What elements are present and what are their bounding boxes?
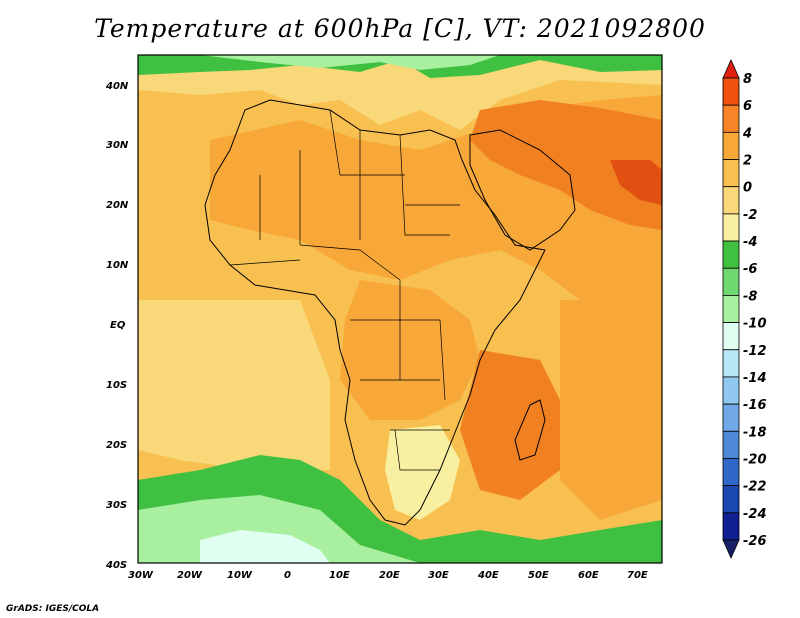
- colorbar-label: 0: [743, 181, 752, 196]
- field-east-coast: [460, 350, 560, 500]
- colorbar-label: -6: [743, 262, 757, 277]
- country-borders: [229, 109, 460, 471]
- map-title: Temperature at 600hPa [C], VT: 202109280…: [94, 14, 706, 43]
- colorbar-swatch: [722, 376, 740, 405]
- colorbar-label: -24: [743, 507, 767, 522]
- lat-axis: 40N 30N 20N 10N EQ 10S 20S 30S 40S: [105, 81, 129, 571]
- lat-label: 30N: [106, 140, 129, 151]
- colorbar-swatch: [722, 349, 740, 378]
- lon-label: 20E: [379, 570, 400, 581]
- colorbar-swatch: [722, 77, 740, 106]
- colorbar-swatch: [722, 267, 740, 296]
- colorbar-swatch: [722, 512, 740, 541]
- colorbar-label: 2: [743, 154, 752, 169]
- colorbar-swatch: [722, 213, 740, 242]
- lat-label: 10S: [106, 380, 127, 391]
- colorbar-label: 6: [743, 99, 752, 114]
- lon-label: 20W: [177, 570, 203, 581]
- credit-label: GrADS: IGES/COLA: [6, 604, 100, 614]
- colorbar-swatch: [722, 186, 740, 215]
- colorbar-label: -26: [743, 534, 767, 549]
- lat-label: 30S: [106, 500, 127, 511]
- colorbar-label: -18: [743, 425, 767, 440]
- lon-label: 30W: [128, 570, 154, 581]
- lon-label: 0: [284, 570, 291, 581]
- field-north-lightgreen: [200, 55, 500, 70]
- colorbar-swatch: [722, 485, 740, 514]
- colorbar-swatch: [722, 403, 740, 432]
- colorbar-top-arrow: [722, 59, 740, 79]
- arabia-coastline: [469, 129, 576, 251]
- colorbar-swatch: [722, 131, 740, 160]
- lat-label: EQ: [110, 320, 126, 331]
- map-frame: [137, 54, 663, 564]
- colorbar-swatch: [722, 240, 740, 269]
- colorbar-label: -14: [743, 371, 767, 386]
- colorbar-bottom-arrow: [722, 539, 740, 559]
- lon-label: 50E: [528, 570, 549, 581]
- lon-label: 10E: [329, 570, 350, 581]
- colorbar-label: -20: [743, 452, 767, 467]
- colorbar-swatch: [722, 159, 740, 188]
- madagascar-coastline: [514, 399, 546, 461]
- colorbar-label: 8: [743, 72, 752, 87]
- colorbar-swatch: [722, 430, 740, 459]
- field-central-africa: [340, 280, 480, 420]
- colorbar-label: 4: [742, 126, 752, 141]
- colorbar-label: -22: [743, 480, 767, 495]
- lon-label: 40E: [477, 570, 499, 581]
- colorbar-label: -2: [743, 208, 757, 223]
- colorbar-label: -12: [743, 344, 767, 359]
- colorbar-swatch: [722, 458, 740, 487]
- colorbar-label: -10: [743, 317, 767, 332]
- lon-label: 10W: [227, 570, 253, 581]
- colorbar: 8 6 4 2 0 -2 -4 -6 -8 -10 -12 -14 -16 -18 -20 -22 -24 -26: [722, 59, 767, 559]
- lat-label: 10N: [106, 260, 129, 271]
- field-indian-ocean: [560, 300, 662, 520]
- lon-label: 60E: [578, 570, 599, 581]
- lon-label: 70E: [627, 570, 648, 581]
- colorbar-label: -4: [743, 235, 757, 250]
- colorbar-label: -16: [743, 398, 767, 413]
- lon-axis: 30W 20W 10W 0 10E 20E 30E 40E 50E 60E 70…: [128, 570, 648, 581]
- field-atlantic-mild: [138, 300, 330, 470]
- colorbar-swatch: [722, 104, 740, 133]
- colorbar-swatch: [722, 295, 740, 323]
- field-india-hotspot: [610, 160, 662, 205]
- colorbar-label: -8: [743, 289, 757, 304]
- lat-label: 40N: [105, 81, 129, 92]
- field-south-africa-cool: [385, 425, 460, 520]
- colorbar-swatch: [722, 322, 740, 351]
- field-arabia-hot: [470, 100, 662, 230]
- field-north-cool: [138, 55, 662, 130]
- lat-label: 20N: [106, 200, 129, 211]
- lat-label: 20S: [106, 440, 127, 451]
- lon-label: 30E: [428, 570, 449, 581]
- field-south-paleblue: [200, 530, 330, 563]
- temperature-field: [138, 55, 662, 563]
- lat-label: 40S: [105, 560, 127, 571]
